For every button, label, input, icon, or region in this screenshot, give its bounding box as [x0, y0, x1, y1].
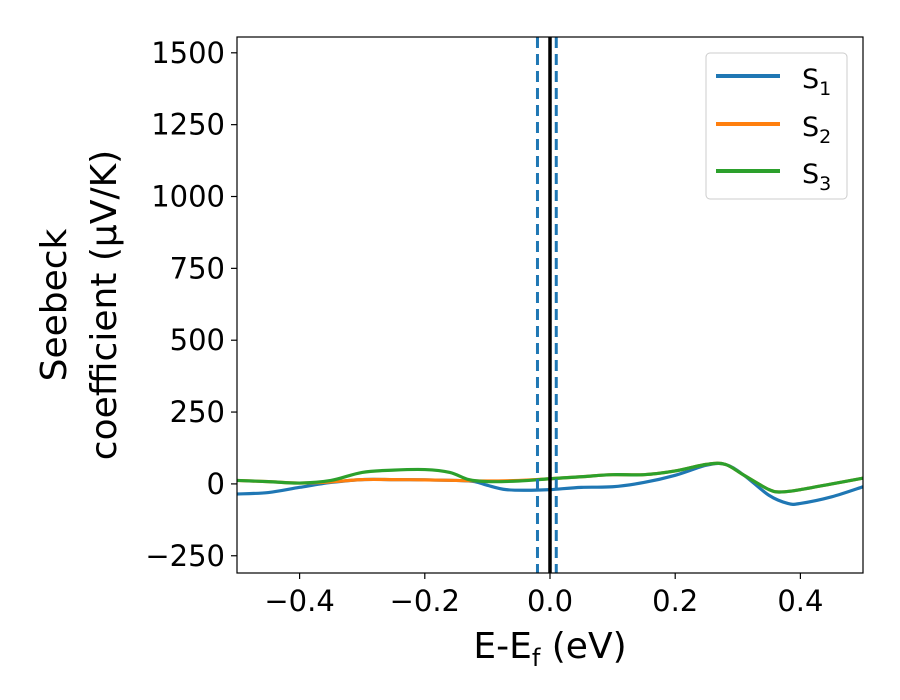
y-axis-label-line2: coefficient (μV/K)	[84, 150, 125, 460]
x-tick-label: 0.2	[652, 584, 698, 618]
legend-label-s1: S1	[802, 64, 831, 100]
y-axis-label-line1: Seebeck	[34, 228, 75, 381]
y-tick-label: 250	[170, 395, 225, 429]
x-tick-label: −0.2	[390, 584, 460, 618]
y-tick-label: 500	[170, 323, 225, 357]
y-tick-label: 0	[207, 467, 225, 501]
y-tick-label: −250	[145, 539, 225, 573]
legend-label-s3: S3	[802, 159, 831, 195]
x-axis-label: E-Ef (eV)	[473, 626, 626, 672]
y-tick-label: 1500	[151, 36, 225, 70]
legend-label-s2: S2	[802, 112, 831, 148]
x-tick-label: 0.4	[777, 584, 823, 618]
plot-area	[237, 37, 863, 573]
series-line-s3	[237, 461, 863, 494]
x-tick-label: −0.4	[264, 584, 334, 618]
plot-frame	[236, 36, 864, 574]
y-axis: −250 0 250 500 750 1000 1250 1500	[145, 36, 237, 573]
y-tick-label: 1250	[151, 108, 225, 142]
x-axis: −0.4 −0.2 0.0 0.2 0.4	[264, 573, 823, 618]
y-tick-label: 1000	[151, 180, 225, 214]
legend: S1 S2 S3	[705, 52, 848, 200]
y-tick-label: 750	[170, 251, 225, 285]
x-tick-label: 0.0	[527, 584, 573, 618]
